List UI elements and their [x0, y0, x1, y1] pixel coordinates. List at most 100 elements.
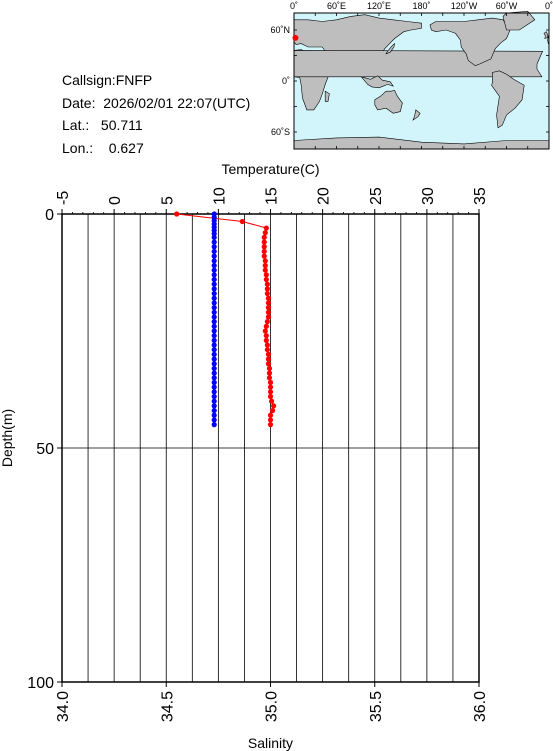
- temperature-data-point: [264, 286, 270, 292]
- greenland-land: [502, 10, 536, 31]
- south-america-land: [491, 70, 525, 129]
- salinity-data-point: [211, 403, 217, 409]
- temperature-tick-label: 30: [420, 187, 437, 205]
- world-map: 0˚ 60˚E 120˚E 180˚ 120˚W 60˚W 0˚ 60˚N 0˚ 60˚S: [270, 1, 553, 150]
- salinity-data-point: [211, 258, 217, 264]
- map-lon-label: 120˚E: [367, 1, 391, 11]
- temperature-data-point: [266, 365, 273, 372]
- temperature-axis-label: Temperature(C): [221, 161, 319, 177]
- salinity-data-point: [211, 333, 217, 339]
- temperature-tick-label: 10: [211, 187, 228, 205]
- temperature-tick-label: 5: [159, 196, 176, 205]
- madagascar-land: [324, 90, 330, 102]
- temperature-data-point: [265, 361, 272, 367]
- salinity-data-point: [211, 262, 217, 269]
- salinity-data-point: [211, 267, 217, 273]
- temperature-data-point: [265, 309, 272, 315]
- temperature-data-point: [263, 323, 269, 329]
- temperature-data-point: [271, 403, 277, 409]
- temperature-tick-label: 35: [472, 187, 489, 205]
- temperature-data-point: [263, 272, 269, 278]
- temperature-data-point: [264, 290, 270, 297]
- salinity-data-point: [211, 379, 217, 386]
- temperature-data-point: [267, 412, 274, 418]
- map-lat-label: 60˚S: [271, 127, 290, 137]
- temperature-data-point: [265, 305, 272, 311]
- temperature-tick-label: 0: [107, 196, 124, 205]
- salinity-axis-label: Salinity: [248, 735, 293, 751]
- salinity-data-point: [211, 389, 217, 395]
- temperature-data-point: [262, 230, 268, 236]
- salinity-data-point: [211, 253, 217, 259]
- map-lon-label: 0˚: [545, 1, 553, 11]
- temperature-data-point: [239, 218, 245, 225]
- temperature-data-point: [269, 407, 276, 414]
- temperature-data-point: [268, 398, 275, 404]
- salinity-data-point: [211, 319, 217, 325]
- salinity-data-point: [211, 417, 217, 423]
- salinity-data-point: [211, 234, 217, 240]
- map-lon-label: 60˚E: [327, 1, 346, 11]
- salinity-data-point: [211, 286, 217, 292]
- salinity-data-point: [211, 281, 217, 287]
- temperature-data-point: [265, 314, 272, 320]
- station-marker: [292, 34, 299, 41]
- temperature-data-point: [267, 379, 274, 386]
- salinity-data-point: [211, 328, 217, 334]
- temperature-data-point: [262, 262, 268, 269]
- temperature-data-point: [265, 295, 272, 301]
- map-lon-label: 60˚W: [496, 1, 518, 11]
- temperature-tick-label: -5: [55, 191, 72, 205]
- temperature-data-point: [263, 276, 269, 283]
- map-lat-label: 60˚N: [270, 25, 290, 35]
- depth-axis-label: Depth(m): [0, 409, 15, 467]
- temperature-data-point: [263, 225, 269, 231]
- temperature-data-point: [267, 422, 274, 428]
- temperature-data-point: [267, 393, 274, 400]
- salinity-data-point: [211, 300, 217, 306]
- salinity-data-point: [211, 384, 217, 390]
- salinity-data-point: [211, 422, 217, 428]
- depth-tick-label: 0: [45, 207, 54, 224]
- salinity-data-point: [211, 398, 217, 404]
- depth-tick-label: 50: [36, 441, 54, 458]
- salinity-tick-label: 34.5: [159, 691, 176, 722]
- salinity-data-point: [211, 347, 217, 353]
- salinity-data-point: [211, 305, 217, 311]
- temperature-tick-label: 15: [264, 187, 281, 205]
- temperature-data-point: [263, 333, 269, 339]
- salinity-data-point: [211, 323, 217, 329]
- latitude-text: Lat.: 50.711: [62, 117, 143, 133]
- temperature-data-point: [264, 342, 270, 348]
- temperature-data-point: [263, 337, 269, 343]
- salinity-tick-label: 36.0: [472, 691, 489, 722]
- salinity-data-point: [211, 295, 217, 301]
- temperature-data-point: [267, 417, 274, 423]
- salinity-data-point: [211, 407, 217, 414]
- salinity-data-point: [211, 314, 217, 320]
- salinity-tick-label: 35.0: [264, 691, 281, 722]
- salinity-data-point: [211, 309, 217, 315]
- salinity-data-point: [211, 375, 217, 381]
- map-lon-label: 120˚W: [451, 1, 478, 11]
- longitude-text: Lon.: 0.627: [62, 140, 144, 156]
- salinity-data-point: [211, 239, 217, 245]
- temperature-data-point: [267, 389, 274, 395]
- temperature-data-point: [262, 258, 268, 264]
- temperature-data-point: [174, 211, 180, 217]
- temperature-tick-label: 20: [316, 187, 333, 205]
- temperature-data-point: [261, 239, 267, 245]
- salinity-data-point: [211, 361, 217, 367]
- map-lon-label: 180˚: [412, 1, 430, 11]
- series: [174, 211, 277, 428]
- salinity-tick-label: 35.5: [368, 691, 385, 722]
- temperature-data-point: [264, 281, 270, 287]
- temperature-data-point: [266, 375, 273, 381]
- salinity-tick-label: 34.0: [55, 691, 72, 722]
- grid: [62, 214, 479, 682]
- salinity-data-point: [211, 365, 217, 372]
- salinity-data-point: [211, 276, 217, 283]
